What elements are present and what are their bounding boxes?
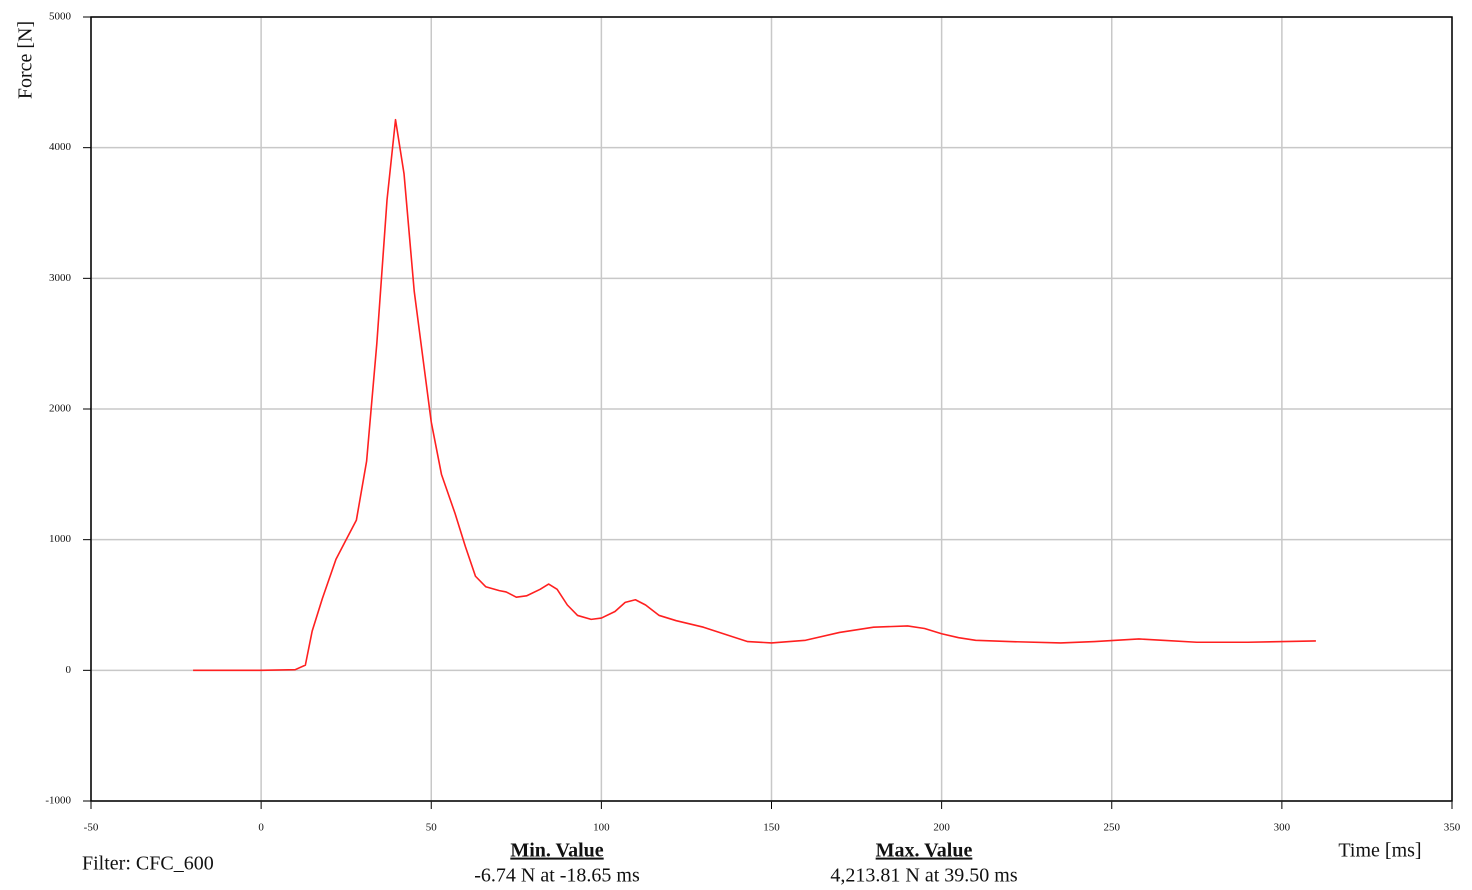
plot-frame <box>90 16 1453 802</box>
y-tick-label: 5000 <box>49 11 72 23</box>
y-tick-label: 3000 <box>49 272 72 284</box>
x-tick-label: 200 <box>933 822 950 834</box>
x-tick-label: 300 <box>1274 822 1291 834</box>
x-tick-label: 250 <box>1104 822 1121 834</box>
x-axis-label: Time [ms] <box>1338 840 1421 862</box>
x-tick-label: 100 <box>593 822 610 834</box>
data-line <box>193 118 1316 672</box>
filter-label: Filter: CFC_600 <box>82 853 214 875</box>
y-axis-label: Force [N] <box>15 21 37 99</box>
max-text: 4,213.81 N at 39.50 ms <box>830 865 1017 887</box>
min-title: Min. Value <box>510 840 603 862</box>
y-tick-label: 0 <box>66 664 72 676</box>
x-tick-label: -50 <box>84 822 99 834</box>
x-tick-label: 350 <box>1444 822 1461 834</box>
max-title: Max. Value <box>876 840 973 862</box>
min-text: -6.74 N at -18.65 ms <box>474 865 640 887</box>
y-tick-label: 2000 <box>49 403 72 415</box>
x-tick-label: 150 <box>763 822 780 834</box>
y-tick-label: 1000 <box>49 533 72 545</box>
x-tick-label: 50 <box>426 822 438 834</box>
y-tick-label: -1000 <box>45 795 71 807</box>
y-tick-label: 4000 <box>49 141 72 153</box>
x-tick-label: 0 <box>258 822 264 834</box>
